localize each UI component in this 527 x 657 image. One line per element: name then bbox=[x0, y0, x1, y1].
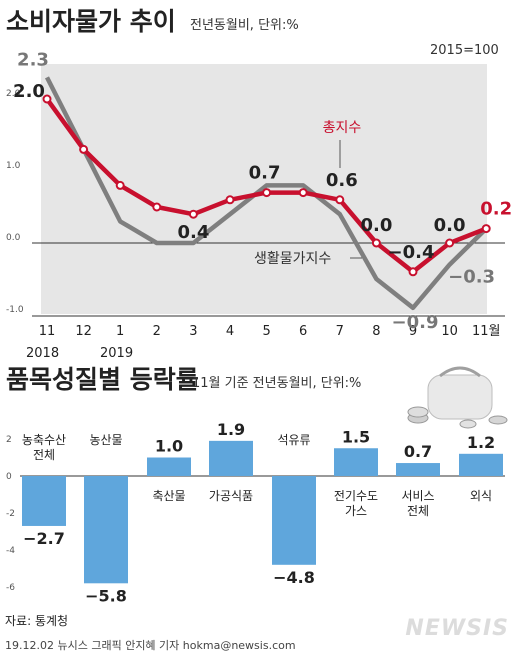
living-data-label: −0.3 bbox=[448, 267, 495, 288]
bar-chart-title: 품목성질별 등락률 bbox=[6, 365, 199, 394]
source-note: 자료: 통계청 bbox=[5, 614, 69, 628]
bar bbox=[396, 463, 440, 476]
bar-category-label: 전기수도 bbox=[334, 489, 378, 503]
x-tick-label: 5 bbox=[262, 324, 270, 339]
x-tick-label: 3 bbox=[189, 324, 197, 339]
headline-index-point bbox=[371, 238, 381, 248]
bar-value-label: 1.5 bbox=[342, 427, 370, 446]
headline-index-point bbox=[225, 195, 235, 205]
bar-category-label: 석유류 bbox=[277, 433, 310, 447]
bar-category-label: 농축수산 bbox=[22, 433, 66, 447]
bar-category-label: 가스 bbox=[345, 504, 367, 518]
headline-index-point bbox=[188, 209, 198, 219]
y-tick-label: -1.0 bbox=[6, 305, 24, 315]
headline-index-point bbox=[481, 224, 491, 234]
bar-value-label: −2.7 bbox=[23, 529, 65, 548]
headline-data-label: 0.4 bbox=[177, 222, 209, 243]
headline-data-label: 0.0 bbox=[360, 215, 392, 236]
bar bbox=[272, 476, 316, 565]
x-tick-label: 4 bbox=[226, 324, 234, 339]
chart-subtitle: 전년동월비, 단위:% bbox=[190, 18, 299, 33]
bar-chart-subtitle: 11월 기준 전년동월비, 단위:% bbox=[192, 376, 361, 391]
headline-index-point bbox=[445, 238, 455, 248]
year-label-2019: 2019 bbox=[100, 346, 133, 360]
x-tick-label: 11월 bbox=[472, 324, 501, 339]
bar-category-label: 축산물 bbox=[152, 489, 185, 503]
x-tick-label: 7 bbox=[336, 324, 344, 339]
bar-category-label: 가공식품 bbox=[209, 489, 253, 503]
bar-value-label: −5.8 bbox=[85, 586, 127, 605]
headline-index-point bbox=[115, 180, 125, 190]
bar-category-label: 서비스 bbox=[401, 489, 434, 503]
headline-series-label: 총지수 bbox=[323, 120, 362, 136]
living-data-label: −0.9 bbox=[392, 312, 439, 333]
headline-data-label: 2.0 bbox=[13, 81, 45, 102]
bar-y-tick-label: -4 bbox=[6, 546, 15, 556]
headline-data-label: 0.7 bbox=[249, 163, 281, 184]
x-tick-label: 9 bbox=[409, 324, 417, 339]
headline-index-point bbox=[298, 188, 308, 198]
bar-category-label: 전체 bbox=[407, 504, 429, 518]
bar-value-label: 0.7 bbox=[404, 442, 432, 461]
bar-y-tick-label: 0 bbox=[6, 472, 12, 482]
x-tick-label: 10 bbox=[441, 324, 458, 339]
bar-category-label: 농산물 bbox=[89, 433, 122, 447]
headline-data-label: 0.0 bbox=[434, 215, 466, 236]
bar-value-label: 1.2 bbox=[467, 433, 495, 452]
x-tick-label: 1 bbox=[116, 324, 124, 339]
headline-index-point bbox=[79, 144, 89, 154]
cpi-line-chart: 소비자물가 추이 전년동월비, 단위:% 2015=100 2.0 1.0 0.0 -… bbox=[6, 7, 512, 360]
headline-data-label: 0.6 bbox=[326, 170, 358, 191]
chart-title: 소비자물가 추이 bbox=[6, 7, 176, 36]
living-cost-index-line bbox=[44, 76, 488, 311]
x-tick-label: 12 bbox=[75, 324, 92, 339]
base-year-note: 2015=100 bbox=[430, 43, 499, 58]
bar-y-tick-label: -6 bbox=[6, 583, 15, 593]
bar-value-label: 1.9 bbox=[217, 420, 245, 439]
living-data-label: 2.3 bbox=[17, 49, 49, 70]
bar bbox=[334, 448, 378, 476]
bar bbox=[147, 457, 191, 476]
item-bar-chart: 품목성질별 등락률 11월 기준 전년동월비, 단위:% 2 0 -2 -4 -6 −2… bbox=[6, 365, 508, 605]
headline-index-point bbox=[408, 267, 418, 277]
headline-index-point bbox=[262, 188, 272, 198]
bar-value-label: 1.0 bbox=[155, 437, 183, 456]
headline-index-point bbox=[335, 195, 345, 205]
x-tick-label: 11 bbox=[39, 324, 56, 339]
x-tick-label: 2 bbox=[153, 324, 161, 339]
wallet-coins-icon bbox=[407, 366, 508, 429]
headline-data-label: 0.2 bbox=[480, 199, 512, 220]
year-label-2018: 2018 bbox=[26, 346, 59, 360]
y-tick-label: 1.0 bbox=[6, 161, 21, 171]
bar-value-label: −4.8 bbox=[273, 568, 315, 587]
bar-category-label: 전체 bbox=[33, 448, 55, 462]
bar bbox=[209, 440, 253, 476]
bar-y-tick-label: 2 bbox=[6, 435, 12, 445]
bar-y-tick-label: -2 bbox=[6, 509, 15, 519]
bar bbox=[84, 476, 128, 584]
y-tick-label: 2.0 bbox=[6, 89, 21, 99]
bar-category-label: 외식 bbox=[470, 489, 492, 503]
headline-index-point bbox=[152, 202, 162, 212]
y-tick-label: 0.0 bbox=[6, 233, 21, 243]
living-series-label: 생활물가지수 bbox=[254, 251, 331, 267]
x-tick-label: 8 bbox=[372, 324, 380, 339]
bar bbox=[22, 476, 66, 526]
credit-line: 19.12.02 뉴시스 그래픽 안지혜 기자 hokma@newsis.com bbox=[5, 639, 296, 652]
newsis-logo: NEWSIS bbox=[405, 616, 509, 641]
bar bbox=[459, 453, 503, 476]
x-tick-label: 6 bbox=[299, 324, 307, 339]
headline-index-point bbox=[42, 94, 52, 104]
headline-data-label: −0.4 bbox=[388, 242, 435, 263]
